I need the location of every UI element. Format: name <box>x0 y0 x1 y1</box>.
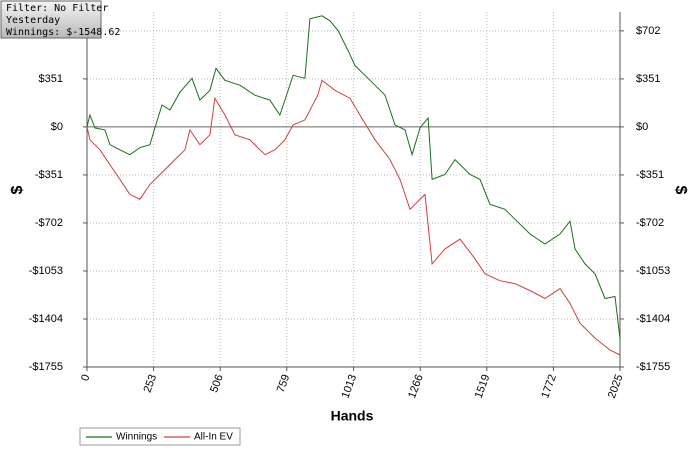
y-tick-label: $0 <box>51 121 63 133</box>
series-line <box>86 15 621 339</box>
info-box <box>0 0 102 39</box>
y2-tick-label: -$1404 <box>636 313 670 325</box>
legend-label: All-In EV <box>194 432 233 443</box>
legend <box>79 427 241 446</box>
y-tick-label: -$1053 <box>29 265 63 277</box>
y-tick-label: -$1404 <box>29 313 63 325</box>
x-tick-label: 0 <box>79 373 92 383</box>
y-tick-label: -$702 <box>35 217 63 229</box>
y2-tick-label: -$1053 <box>636 265 670 277</box>
y-axis-title: $ <box>9 185 26 194</box>
x-axis-title: Hands <box>331 408 374 424</box>
info-period: Yesterday <box>6 15 60 26</box>
info-winnings: Winnings: $-1548.62 <box>6 27 120 38</box>
x-tick-label: 506 <box>208 373 226 394</box>
series-line <box>86 79 621 356</box>
y-tick-label: -$1755 <box>29 361 63 373</box>
y2-tick-label: -$351 <box>636 169 664 181</box>
y2-tick-label: $0 <box>636 121 648 133</box>
y2-axis-title: $ <box>672 186 689 195</box>
y2-tick-label: $351 <box>636 73 660 85</box>
y2-tick-label: -$1755 <box>636 361 670 373</box>
x-tick-label: 759 <box>275 373 293 394</box>
y-tick-label: -$351 <box>35 169 63 181</box>
y2-tick-label: $702 <box>636 25 660 37</box>
legend-label: Winnings <box>116 432 157 443</box>
x-tick-label: 253 <box>142 373 160 394</box>
info-filter: Filter: No Filter <box>6 3 108 14</box>
y-tick-label: $351 <box>39 73 63 85</box>
y2-tick-label: -$702 <box>636 217 664 229</box>
plot-area: 0 253 506 759 1013 1266 1519 1772 2025-$1755-$14… <box>29 12 670 400</box>
